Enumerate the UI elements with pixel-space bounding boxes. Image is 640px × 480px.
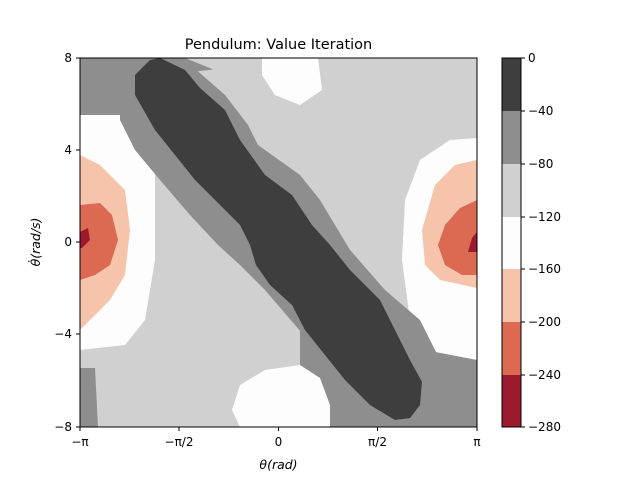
colorbar-frame (501, 57, 522, 428)
colorbar-band-minus200-to-minus160 (502, 269, 521, 322)
chart-title: Pendulum: Value Iteration (185, 37, 373, 53)
colorbar-tick-label: −80 (528, 157, 553, 171)
colorbar-tick-label: −240 (528, 368, 561, 382)
contour-band-minus40-to-0 (135, 58, 422, 420)
x-tick-label: −π (71, 435, 88, 449)
colorbar-band-minus280-to-minus240 (502, 375, 521, 427)
colorbar-tick-label: 0 (528, 51, 536, 65)
y-tick-label: 4 (64, 143, 72, 157)
colorbar-band-minus160-to-minus120 (502, 217, 521, 269)
contour-band-minus280-to-minus240 (80, 228, 90, 248)
y-axis: 8 4 0 −4 −8 θ̇(rad/s) (28, 51, 80, 434)
x-axis: −π −π/2 0 π/2 π θ(rad) (71, 427, 481, 472)
contour-band-minus280-to-minus240 (468, 232, 477, 252)
colorbar-tick-label: −280 (528, 420, 561, 434)
contour-band-minus160-to-minus120 (262, 58, 322, 105)
colorbar-band-minus120-to-minus80 (502, 164, 521, 217)
x-tick-label: −π/2 (165, 435, 194, 449)
y-tick-label: −4 (54, 327, 72, 341)
colorbar-band-minus40-to-0 (502, 58, 521, 111)
colorbar-tick-label: −200 (528, 315, 561, 329)
x-tick-label: π/2 (368, 435, 387, 449)
y-tick-label: 0 (64, 235, 72, 249)
y-tick-label: 8 (64, 51, 72, 65)
y-axis-label: θ̇(rad/s) (28, 218, 43, 267)
colorbar-band-minus240-to-minus200 (502, 322, 521, 375)
x-axis-label: θ(rad) (259, 457, 297, 472)
contour-band-minus160-to-minus120 (232, 365, 330, 427)
colorbar: 0 −40 −80 −120 −160 −200 −240 −280 (501, 51, 561, 434)
colorbar-band-minus80-to-minus40 (502, 111, 521, 164)
plot-area (80, 58, 477, 427)
colorbar-tick-label: −160 (528, 262, 561, 276)
contour-band-minus80-to-minus40 (80, 368, 98, 427)
contour-band-minus240-to-minus200 (438, 200, 477, 275)
colorbar-tick-label: −40 (528, 104, 553, 118)
colorbar-tick-label: −120 (528, 210, 561, 224)
contour-band-minus120-to-minus80 (185, 58, 477, 145)
y-tick-label: −8 (54, 420, 72, 434)
contour-band-minus240-to-minus200 (80, 203, 118, 280)
x-tick-label: π (473, 435, 480, 449)
x-tick-label: 0 (275, 435, 283, 449)
